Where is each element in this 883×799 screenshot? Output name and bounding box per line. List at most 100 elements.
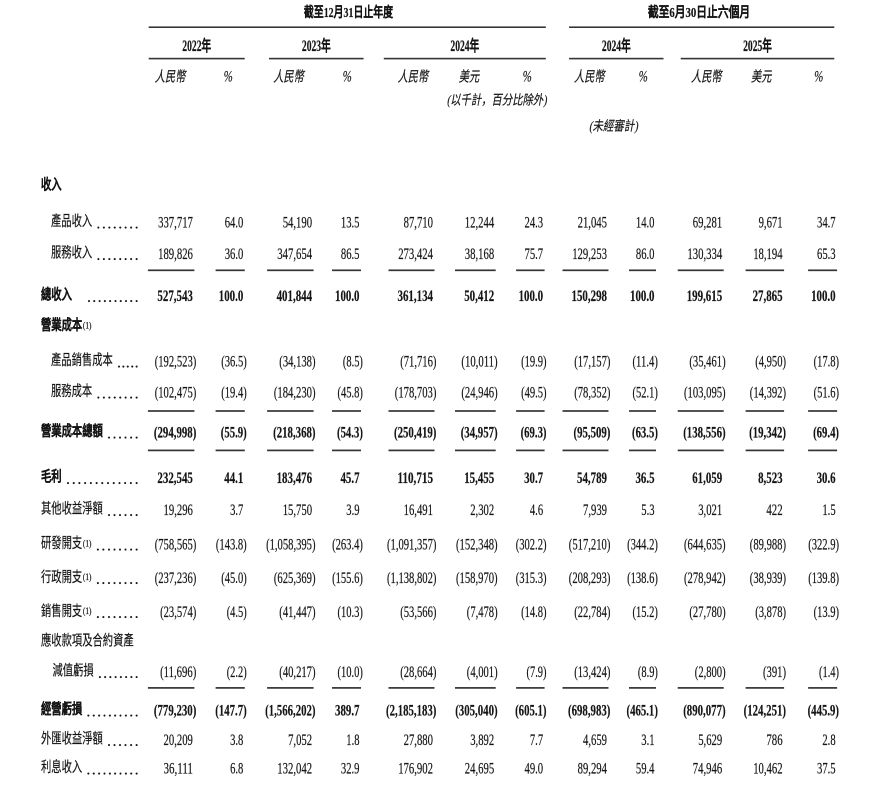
svg-text:(1.4): (1.4) xyxy=(819,664,839,681)
svg-text:61,059: 61,059 xyxy=(692,470,722,487)
svg-text:100.0: 100.0 xyxy=(811,288,836,305)
svg-text:337,717: 337,717 xyxy=(158,214,193,231)
svg-text:3.1: 3.1 xyxy=(641,732,654,749)
svg-text:3.9: 3.9 xyxy=(346,502,359,519)
svg-text:3.8: 3.8 xyxy=(230,732,243,749)
svg-text:20,209: 20,209 xyxy=(164,732,193,749)
svg-text:人民幣: 人民幣 xyxy=(573,69,607,86)
svg-text:4,659: 4,659 xyxy=(583,732,607,749)
svg-text:減值虧損: 減值虧損 xyxy=(53,663,95,680)
svg-text:36,111: 36,111 xyxy=(164,761,193,778)
svg-text:401,844: 401,844 xyxy=(277,288,313,305)
svg-text:(27,780): (27,780) xyxy=(689,604,725,621)
svg-text:應收款項及合約資產: 應收款項及合約資產 xyxy=(41,632,134,650)
svg-text:75.7: 75.7 xyxy=(525,246,544,263)
svg-text:50,412: 50,412 xyxy=(464,288,494,305)
svg-text:(143.8): (143.8) xyxy=(216,536,247,553)
svg-text:(605.1): (605.1) xyxy=(515,702,546,719)
svg-text:(698,983): (698,983) xyxy=(568,702,610,719)
svg-text:(445.9): (445.9) xyxy=(808,702,839,719)
svg-text:(1,138,802): (1,138,802) xyxy=(387,570,436,587)
svg-text:347,654: 347,654 xyxy=(277,246,312,263)
svg-text:利息收入: 利息收入 xyxy=(41,759,82,776)
svg-text:(158,970): (158,970) xyxy=(456,570,498,587)
svg-text:(124,251): (124,251) xyxy=(744,702,786,719)
svg-text:13.5: 13.5 xyxy=(341,214,360,231)
svg-text:(344.2): (344.2) xyxy=(627,536,658,553)
svg-text:100.0: 100.0 xyxy=(630,288,655,305)
svg-text:36.0: 36.0 xyxy=(225,246,244,263)
svg-text:(315.3): (315.3) xyxy=(516,570,547,587)
svg-text:(138.6): (138.6) xyxy=(627,570,658,587)
svg-text:5.3: 5.3 xyxy=(641,502,654,519)
svg-text:研發開支: 研發開支 xyxy=(41,535,82,552)
svg-text:3,021: 3,021 xyxy=(698,502,722,519)
svg-text:外匯收益淨額: 外匯收益淨額 xyxy=(41,731,103,748)
svg-text:人民幣: 人民幣 xyxy=(690,69,724,86)
svg-text:(53,566): (53,566) xyxy=(400,604,436,621)
svg-text:2.8: 2.8 xyxy=(822,732,835,749)
svg-text:422: 422 xyxy=(766,502,782,519)
svg-text:營業成本: 營業成本 xyxy=(41,316,83,334)
svg-text:(未經審計): (未經審計) xyxy=(588,119,640,135)
svg-text:營業成本總額: 營業成本總額 xyxy=(41,422,103,440)
svg-text:2024年: 2024年 xyxy=(602,36,631,55)
svg-text:總收入: 總收入 xyxy=(41,285,72,303)
svg-text:1.5: 1.5 xyxy=(822,502,835,519)
svg-text:7.7: 7.7 xyxy=(530,732,543,749)
svg-text:(55.9): (55.9) xyxy=(221,425,247,442)
svg-text:87,710: 87,710 xyxy=(404,214,433,231)
svg-text:(779,230): (779,230) xyxy=(154,702,196,719)
svg-text:(34,138): (34,138) xyxy=(279,353,315,370)
svg-text:(3,878): (3,878) xyxy=(755,604,786,621)
svg-text:%: % xyxy=(639,69,648,86)
svg-text:(36.5): (36.5) xyxy=(221,353,246,370)
svg-text:(19.9): (19.9) xyxy=(521,353,546,370)
svg-text:30.6: 30.6 xyxy=(817,470,836,487)
svg-text:(644,635): (644,635) xyxy=(684,536,726,553)
svg-text:(19,342): (19,342) xyxy=(749,425,786,442)
svg-text:64.0: 64.0 xyxy=(225,214,244,231)
svg-text:273,424: 273,424 xyxy=(398,246,433,263)
svg-text:截至6月30日止六個月: 截至6月30日止六個月 xyxy=(648,4,750,21)
svg-text:(71,716): (71,716) xyxy=(400,353,436,370)
svg-text:(35,461): (35,461) xyxy=(689,353,725,370)
svg-text:6.8: 6.8 xyxy=(230,761,243,778)
svg-text:12,244: 12,244 xyxy=(465,214,494,231)
svg-text:(1): (1) xyxy=(83,572,92,582)
svg-text:69,281: 69,281 xyxy=(693,214,722,231)
svg-text:(391): (391) xyxy=(763,664,786,681)
svg-text:(155.6): (155.6) xyxy=(332,570,363,587)
svg-text:(250,419): (250,419) xyxy=(394,425,436,442)
svg-text:.....: ..... xyxy=(117,354,139,371)
svg-text:(以千計，百分比除外): (以千計，百分比除外) xyxy=(446,92,549,108)
svg-text:7,052: 7,052 xyxy=(288,732,312,749)
svg-text:服務收入: 服務收入 xyxy=(51,245,92,262)
svg-text:34.7: 34.7 xyxy=(817,214,836,231)
svg-text:7,939: 7,939 xyxy=(583,502,607,519)
svg-text:(517,210): (517,210) xyxy=(569,536,611,553)
svg-text:2023年: 2023年 xyxy=(302,36,331,55)
svg-text:361,134: 361,134 xyxy=(398,288,434,305)
svg-text:(69.3): (69.3) xyxy=(521,425,547,442)
svg-text:183,476: 183,476 xyxy=(277,470,313,487)
svg-text:..........: .......... xyxy=(87,289,139,306)
svg-text:54,789: 54,789 xyxy=(577,470,607,487)
svg-text:2022年: 2022年 xyxy=(182,36,211,55)
svg-text:24,695: 24,695 xyxy=(465,761,494,778)
svg-text:786: 786 xyxy=(766,732,782,749)
svg-text:美元: 美元 xyxy=(750,69,773,86)
svg-text:65.3: 65.3 xyxy=(817,246,836,263)
svg-text:(322.9): (322.9) xyxy=(808,536,839,553)
svg-text:89,294: 89,294 xyxy=(578,761,607,778)
svg-text:(758,565): (758,565) xyxy=(155,536,197,553)
svg-text:(1): (1) xyxy=(83,538,92,548)
svg-text:(11,696): (11,696) xyxy=(160,664,196,681)
svg-text:.............: ............. xyxy=(66,471,139,488)
svg-text:(14,392): (14,392) xyxy=(750,385,786,402)
svg-text:8,523: 8,523 xyxy=(758,470,783,487)
svg-text:(45.0): (45.0) xyxy=(221,570,246,587)
svg-text:(2.2): (2.2) xyxy=(227,664,247,681)
svg-text:110,715: 110,715 xyxy=(398,470,434,487)
svg-text:189,826: 189,826 xyxy=(158,246,193,263)
